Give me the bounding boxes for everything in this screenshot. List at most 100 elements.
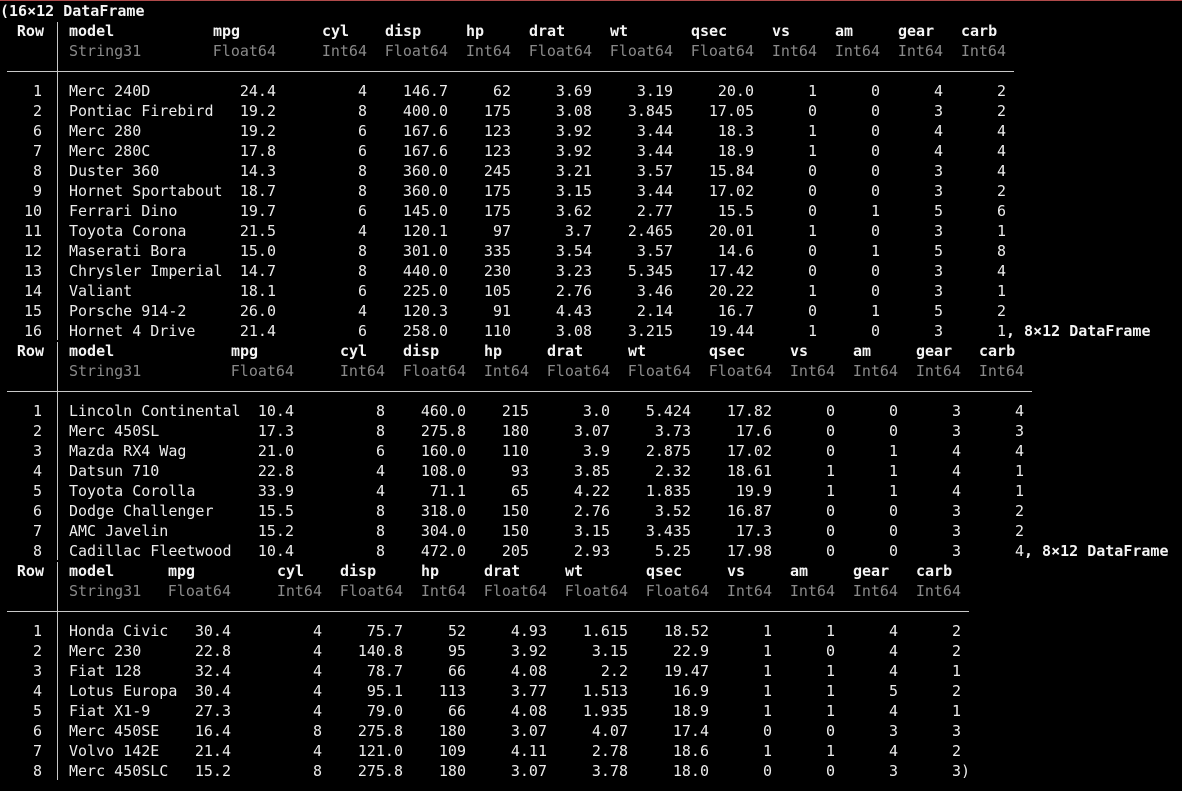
cell-mpg: 16.4	[194, 722, 231, 740]
cell-gear: 3	[951, 502, 961, 520]
cell-gear: 4	[933, 122, 943, 140]
column-header-carb: carb	[961, 22, 998, 40]
cell-am: 0	[870, 282, 880, 300]
cell-vs: 1	[762, 662, 772, 680]
cell-hp: 109	[438, 742, 466, 760]
row-index: 14	[23, 282, 42, 300]
column-type-am: Int64	[789, 582, 835, 600]
cell-vs: 1	[825, 462, 835, 480]
cell-hp: 110	[483, 322, 511, 340]
cell-qsec: 17.3	[735, 522, 772, 540]
column-type-wt: Float64	[627, 362, 691, 380]
column-header-wt: wt	[610, 22, 629, 40]
row-index: 2	[32, 102, 42, 120]
cell-carb: 2	[951, 742, 961, 760]
cell-carb: 4	[1014, 402, 1024, 420]
column-type-gear: Int64	[915, 362, 961, 380]
cell-hp: 93	[510, 462, 529, 480]
cell-disp: 301.0	[402, 242, 448, 260]
cell-vs: 1	[807, 122, 817, 140]
column-header-model: model	[69, 562, 115, 580]
cell-am: 0	[870, 82, 880, 100]
cell-drat: 3.7	[564, 222, 592, 240]
cell-vs: 1	[762, 682, 772, 700]
column-header-model: model	[69, 22, 115, 40]
cell-carb: 3	[951, 722, 961, 740]
cell-am: 1	[870, 202, 880, 220]
cell-gear: 4	[888, 662, 898, 680]
cell-disp: 167.6	[402, 142, 448, 160]
table-header-divider	[7, 391, 1032, 392]
cell-wt: 4.07	[591, 722, 628, 740]
column-header-mpg: mpg	[213, 22, 241, 40]
cell-model: Fiat 128	[69, 662, 142, 680]
cell-disp: 160.0	[420, 442, 466, 460]
column-type-hp: Int64	[483, 362, 529, 380]
column-header-wt: wt	[565, 562, 584, 580]
column-type-model: String31	[69, 362, 142, 380]
cell-cyl: 8	[357, 242, 367, 260]
column-header-disp: disp	[340, 562, 377, 580]
column-type-qsec: Float64	[708, 362, 772, 380]
cell-carb: 6	[996, 202, 1006, 220]
column-type-disp: Float64	[384, 42, 448, 60]
cell-gear: 4	[933, 82, 943, 100]
cell-gear: 3	[951, 422, 961, 440]
column-type-gear: Int64	[852, 582, 898, 600]
cell-gear: 4	[888, 642, 898, 660]
cell-cyl: 8	[357, 162, 367, 180]
cell-gear: 5	[933, 302, 943, 320]
cell-mpg: 33.9	[257, 482, 294, 500]
cell-drat: 3.15	[555, 182, 592, 200]
column-type-hp: Int64	[420, 582, 466, 600]
cell-cyl: 8	[375, 402, 385, 420]
cell-gear: 3	[933, 102, 943, 120]
cell-hp: 175	[483, 182, 511, 200]
cell-wt: 3.46	[636, 282, 673, 300]
cell-disp: 460.0	[420, 402, 466, 420]
cell-qsec: 17.02	[726, 442, 772, 460]
cell-cyl: 4	[312, 742, 322, 760]
cell-gear: 3	[951, 402, 961, 420]
cell-cyl: 4	[312, 662, 322, 680]
row-header: Row	[16, 342, 44, 360]
cell-model: Duster 360	[69, 162, 160, 180]
cell-gear: 4	[951, 462, 961, 480]
cell-hp: 123	[483, 142, 511, 160]
cell-qsec: 18.52	[663, 622, 709, 640]
cell-disp: 304.0	[420, 522, 466, 540]
cell-drat: 3.9	[582, 442, 610, 460]
row-index: 7	[32, 522, 42, 540]
cell-model: Dodge Challenger	[69, 502, 214, 520]
row-index: 10	[23, 202, 42, 220]
cell-carb: 4	[1014, 442, 1024, 460]
cell-wt: 1.835	[645, 482, 691, 500]
row-header: Row	[16, 562, 44, 580]
cell-qsec: 20.22	[708, 282, 754, 300]
cell-vs: 0	[825, 542, 835, 560]
cell-am: 0	[870, 322, 880, 340]
row-index: 2	[32, 642, 42, 660]
cell-wt: 3.215	[627, 322, 673, 340]
cell-vs: 0	[807, 262, 817, 280]
cell-carb: 2	[1014, 502, 1024, 520]
cell-drat: 3.62	[555, 202, 592, 220]
cell-model: Lotus Europa	[69, 682, 178, 700]
cell-cyl: 8	[357, 182, 367, 200]
cell-carb: 2	[996, 302, 1006, 320]
cell-mpg: 14.7	[239, 262, 276, 280]
column-type-mpg: Float64	[212, 42, 276, 60]
cell-disp: 472.0	[420, 542, 466, 560]
cell-drat: 3.08	[555, 102, 592, 120]
column-header-gear: gear	[853, 562, 890, 580]
cell-gear: 3	[933, 182, 943, 200]
cell-mpg: 21.5	[239, 222, 276, 240]
cell-mpg: 32.4	[194, 662, 231, 680]
cell-vs: 1	[762, 622, 772, 640]
cell-disp: 275.8	[357, 722, 403, 740]
cell-am: 1	[825, 702, 835, 720]
cell-drat: 3.07	[510, 762, 547, 780]
cell-gear: 3	[933, 162, 943, 180]
cell-cyl: 4	[357, 302, 367, 320]
